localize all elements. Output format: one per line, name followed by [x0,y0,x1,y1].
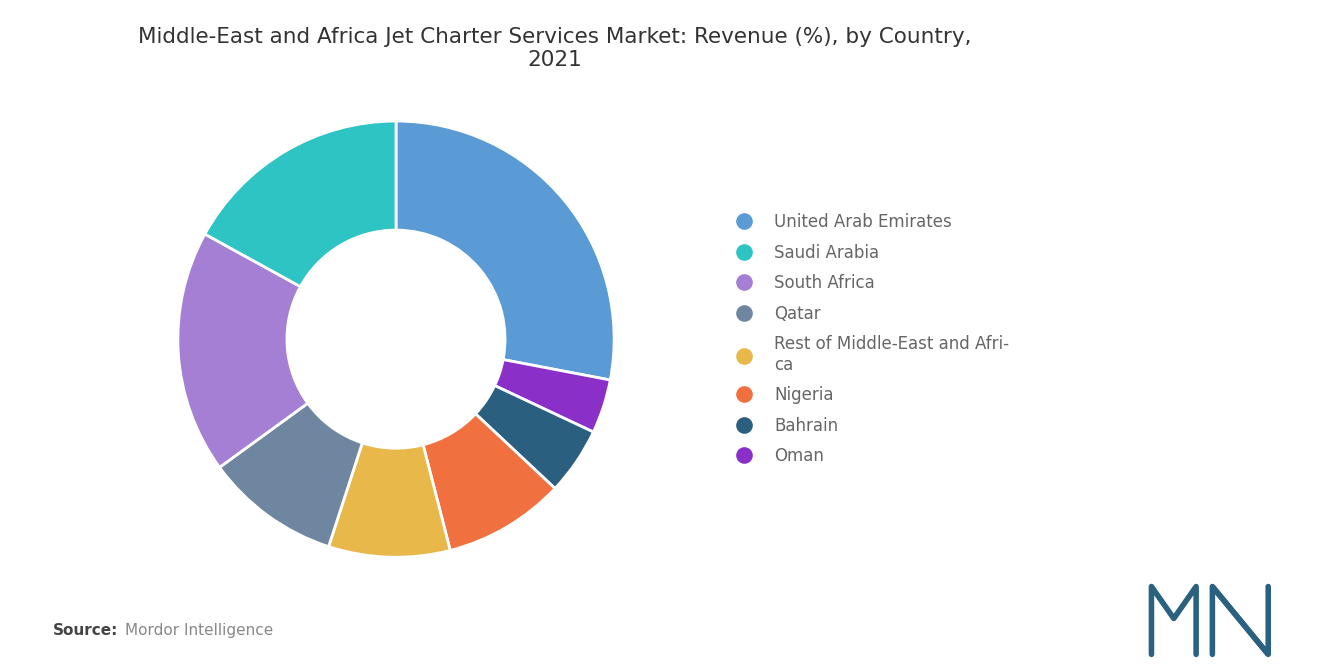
Wedge shape [475,386,594,489]
Wedge shape [396,121,614,380]
Wedge shape [424,414,554,551]
Wedge shape [329,443,450,557]
Wedge shape [495,360,610,432]
Wedge shape [178,234,308,467]
Text: Middle-East and Africa Jet Charter Services Market: Revenue (%), by Country,
202: Middle-East and Africa Jet Charter Servi… [137,27,972,70]
Wedge shape [219,403,362,547]
Legend: United Arab Emirates, Saudi Arabia, South Africa, Qatar, Rest of Middle-East and: United Arab Emirates, Saudi Arabia, Sout… [721,206,1015,472]
Text: Source:: Source: [53,623,119,638]
Wedge shape [205,121,396,287]
Text: Mordor Intelligence: Mordor Intelligence [125,623,273,638]
